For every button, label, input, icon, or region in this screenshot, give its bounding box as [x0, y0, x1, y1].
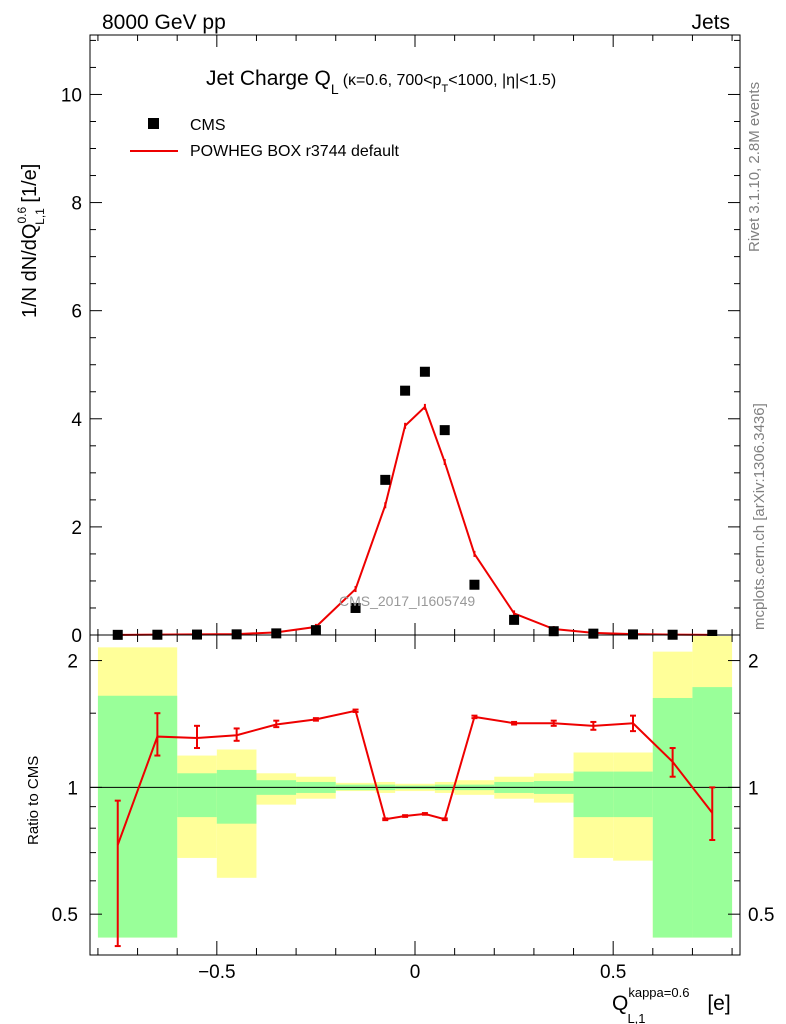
cms-data-point — [400, 385, 411, 396]
mcplots-label: mcplots.cern.ch [arXiv:1306.3436] — [751, 403, 768, 630]
main-ytick-label: 8 — [71, 194, 82, 215]
main-ytick-label: 10 — [61, 85, 82, 106]
analysis-watermark: CMS_2017_I1605749 — [339, 593, 475, 609]
title-cuts-sub: T — [441, 83, 448, 95]
xlabel-unit: [e] — [702, 992, 731, 1015]
header-right: Jets — [691, 11, 730, 34]
cms-data-point — [419, 366, 430, 377]
title-main: Jet Charge Q — [206, 67, 331, 90]
ratio-line — [116, 709, 714, 846]
ratio-ytick-label-left: 0.5 — [52, 905, 78, 926]
main-ylabel: 1/N dN/dQ0.6 L,1 [1/e] — [15, 164, 47, 318]
legend-marker-cms — [148, 118, 159, 129]
main-panel: 0 2 4 6 8 10 — [61, 35, 740, 647]
cms-data-point — [469, 579, 480, 590]
band-stat — [97, 695, 178, 938]
cms-data-point — [350, 602, 361, 613]
main-frame — [89, 34, 741, 636]
band-stat — [216, 769, 257, 824]
rivet-label: Rivet 3.1.10, 2.8M events — [746, 82, 763, 252]
main-ytick-label: 6 — [71, 302, 82, 323]
cms-data-point — [588, 628, 599, 639]
ratio-ytick-label-right: 1 — [748, 778, 759, 799]
title-cuts-1: (κ=0.6, 700<p — [343, 72, 442, 89]
x-axis-label: Qkappa=0.6 L,1 [e] — [612, 985, 731, 1024]
ratio-xtick-label: −0.5 — [198, 962, 236, 983]
cms-data-point — [231, 629, 242, 640]
band-stat — [573, 771, 614, 818]
band-stat — [613, 771, 653, 818]
main-ytick-label: 2 — [71, 518, 82, 539]
xlabel-main: Q — [612, 992, 628, 1015]
header-left: 8000 GeV pp — [102, 11, 226, 34]
cms-data-point — [271, 628, 282, 639]
cms-data-point — [548, 626, 559, 637]
ratio-ylabel: Ratio to CMS — [25, 756, 42, 845]
ylabel-1: 1/N dN/dQ — [19, 224, 41, 318]
title-cuts-2: <1000, |η|<1.5) — [448, 72, 556, 89]
ratio-frame — [89, 634, 741, 956]
ratio-ytick-label-right: 0.5 — [748, 905, 774, 926]
band-stat — [652, 697, 693, 938]
cms-data-point — [439, 425, 450, 436]
main-ytick-label: 4 — [71, 410, 82, 431]
xlabel-sup: kappa=0.6 — [628, 985, 689, 1000]
ratio-xtick-label: 0.5 — [600, 962, 626, 983]
cms-data-point — [627, 629, 638, 640]
band-stat — [177, 773, 217, 818]
xlabel-sub: L,1 — [627, 1011, 645, 1024]
ratio-panel: 0.5 0.5 1 1 2 2 −0.5 0 0.5 — [52, 635, 774, 983]
cms-data-point — [509, 614, 520, 625]
ylabel-2: [1/e] — [19, 164, 41, 208]
ylabel-sub: L,1 — [33, 208, 47, 225]
main-title: Jet Charge QL (κ=0.6, 700<pT<1000, |η|<1.… — [206, 67, 556, 97]
cms-data-point — [310, 625, 321, 636]
ratio-xtick-label: 0 — [410, 962, 421, 983]
ratio-ytick-label-left: 1 — [67, 778, 78, 799]
ratio-ytick-label-right: 2 — [748, 652, 759, 673]
ratio-ytick-label-left: 2 — [67, 652, 78, 673]
legend-label-mc: POWHEG BOX r3744 default — [190, 143, 400, 160]
ylabel-sup: 0.6 — [15, 207, 29, 224]
title-sub: L — [331, 81, 339, 97]
mc-line — [117, 405, 713, 636]
legend-label-cms: CMS — [190, 117, 226, 134]
main-ytick-label: 0 — [71, 626, 82, 647]
cms-data-point — [380, 474, 391, 485]
